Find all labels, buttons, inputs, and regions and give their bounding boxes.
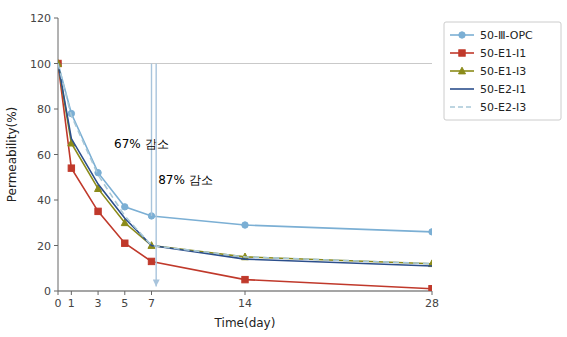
y-tick <box>54 154 58 155</box>
reference-line <box>58 63 432 64</box>
x-tick <box>124 291 125 295</box>
data-point <box>122 240 128 246</box>
legend: 50-Ⅲ-OPC 50-E1-I1 50-E1-I3 50-E2-I1 50-E2-I3 <box>444 22 561 120</box>
legend-label: 50-E1-I3 <box>480 65 526 78</box>
legend-swatch <box>450 106 474 108</box>
series-line <box>58 64 432 232</box>
x-tick <box>245 291 246 295</box>
x-tick <box>58 291 59 295</box>
y-tick <box>54 245 58 246</box>
x-tick-label: 5 <box>121 297 128 310</box>
x-tick-label: 3 <box>95 297 102 310</box>
x-axis-label: Time(day) <box>214 316 276 330</box>
annotation: 87% 감소 <box>158 173 213 187</box>
data-point <box>148 258 154 264</box>
legend-label: 50-E2-I3 <box>480 101 526 114</box>
data-point <box>429 286 432 291</box>
data-point <box>242 276 248 282</box>
y-tick <box>54 109 58 110</box>
y-tick-label: 120 <box>30 12 51 25</box>
annotation: 67% 감소 <box>114 137 169 151</box>
legend-marker <box>459 50 465 56</box>
annotation-line <box>155 64 156 287</box>
y-tick-label: 0 <box>44 285 51 298</box>
y-tick-label: 20 <box>37 240 51 253</box>
data-point <box>429 229 432 235</box>
y-tick-label: 60 <box>37 149 51 162</box>
legend-swatch <box>450 88 474 90</box>
x-tick-label: 28 <box>425 297 439 310</box>
data-point <box>95 208 101 214</box>
legend-marker <box>458 67 465 74</box>
y-tick <box>54 291 58 292</box>
y-tick-label: 80 <box>37 103 51 116</box>
x-tick <box>71 291 72 295</box>
legend-label: 50-E1-I1 <box>480 47 526 60</box>
x-tick <box>432 291 433 295</box>
series-line <box>58 64 432 264</box>
data-point <box>122 204 128 210</box>
series-line <box>58 64 432 266</box>
legend-label: 50-Ⅲ-OPC <box>480 29 533 42</box>
x-tick-label: 0 <box>55 297 62 310</box>
data-point <box>242 222 248 228</box>
y-tick-label: 100 <box>30 58 51 71</box>
series-line <box>58 64 432 289</box>
y-tick <box>54 200 58 201</box>
y-tick <box>54 18 58 19</box>
x-tick <box>98 291 99 295</box>
legend-box <box>444 22 561 120</box>
x-tick-label: 1 <box>68 297 75 310</box>
x-tick <box>151 291 152 295</box>
series-line <box>58 64 432 264</box>
y-tick-label: 40 <box>37 194 51 207</box>
x-tick-label: 7 <box>148 297 155 310</box>
chart: 020406080100120013571428Time(day)Permeab… <box>0 0 567 337</box>
y-tick <box>54 63 58 64</box>
data-area <box>58 60 432 291</box>
y-axis-label: Permeability(%) <box>5 107 19 203</box>
legend-label: 50-E2-I1 <box>480 83 526 96</box>
data-point <box>68 165 74 171</box>
x-tick-label: 14 <box>238 297 252 310</box>
legend-marker <box>459 32 465 38</box>
